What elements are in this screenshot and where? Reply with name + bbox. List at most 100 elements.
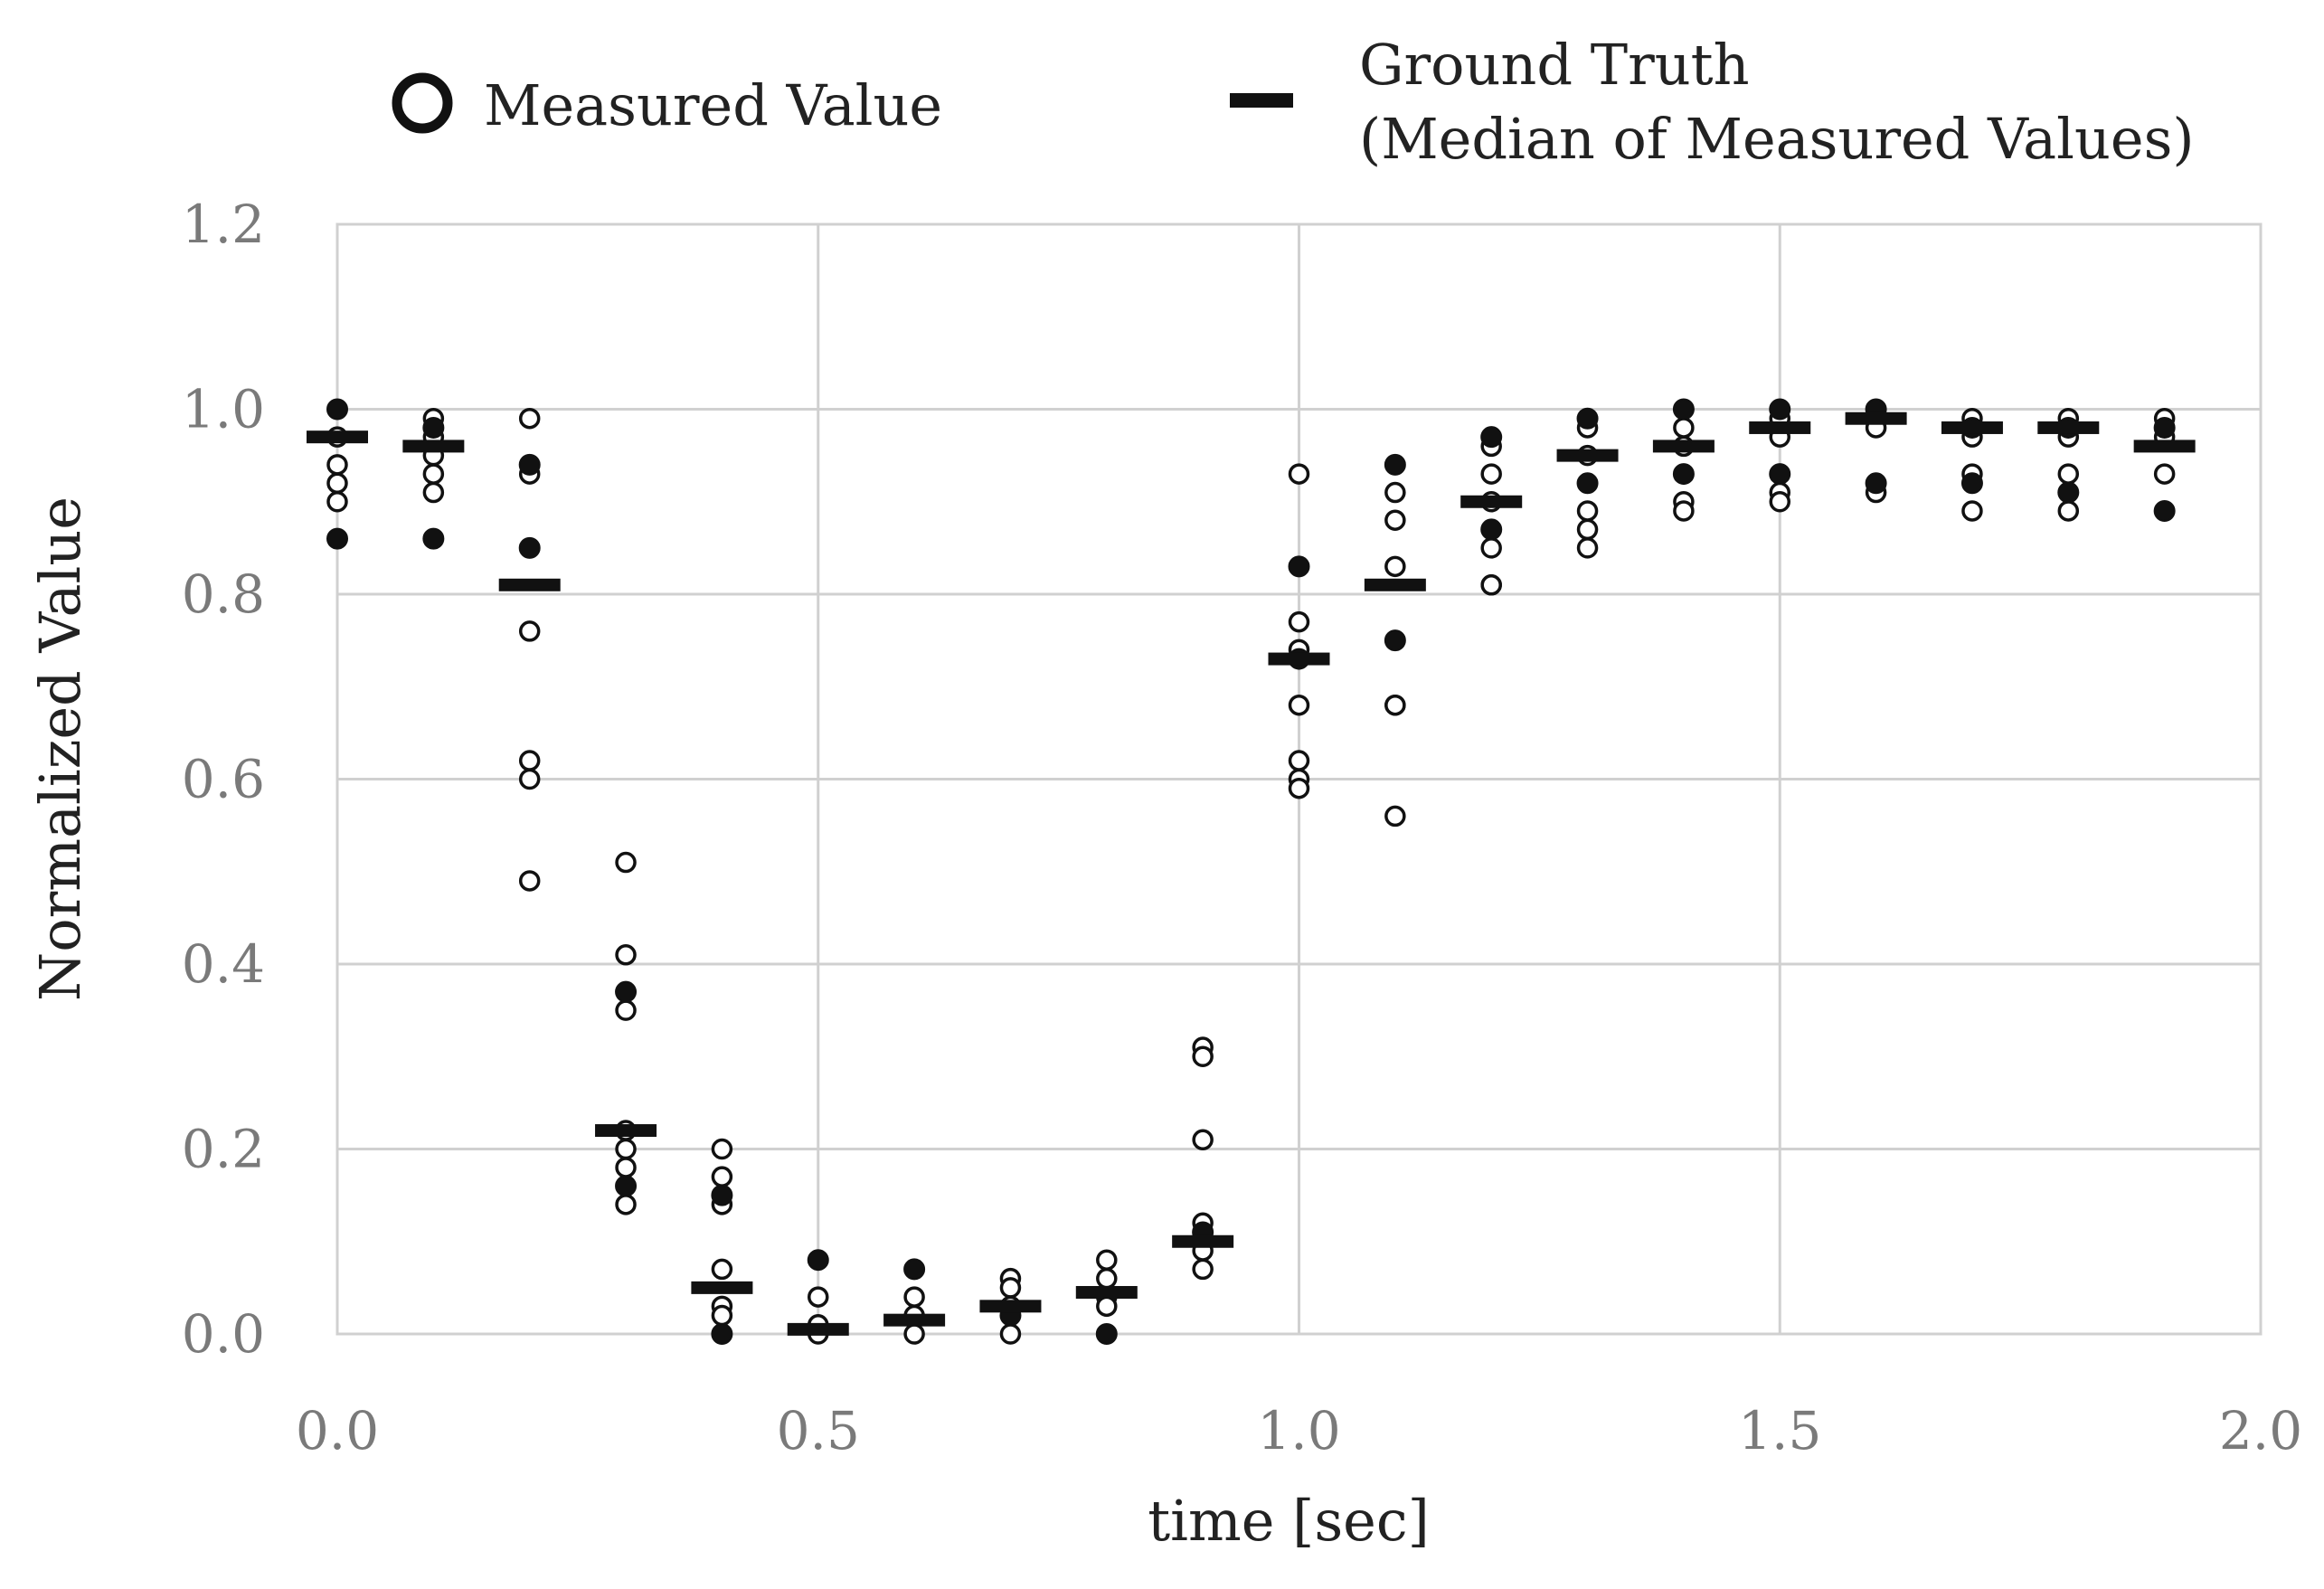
legend-dash-marker (1230, 93, 1293, 108)
y-tick-label: 0.0 (182, 1303, 265, 1365)
ground-truth-mark (595, 1124, 657, 1138)
measured-point-filled (1095, 1323, 1118, 1345)
measured-point (1384, 694, 1406, 716)
ground-truth-mark (1364, 578, 1426, 591)
ground-truth-mark (1556, 449, 1619, 462)
legend: Measured Value Ground Truth (Median of M… (392, 32, 2195, 172)
measured-point (518, 768, 541, 790)
measured-point (903, 1323, 925, 1345)
measured-point (615, 1194, 637, 1215)
measured-point (2057, 463, 2080, 485)
measured-point-filled (1480, 426, 1503, 449)
measured-point (2057, 500, 2080, 522)
measured-point (1288, 694, 1310, 716)
ground-truth-mark (883, 1313, 946, 1327)
measured-point (615, 1138, 637, 1160)
measured-point-filled (903, 1258, 926, 1281)
legend-measured-label: Measured Value (484, 72, 942, 138)
ground-truth-mark (1075, 1285, 1138, 1299)
ground-truth-mark (2133, 440, 2196, 453)
measured-point-filled (711, 1184, 733, 1206)
measured-point-filled (2153, 499, 2176, 522)
measured-point (518, 620, 541, 642)
data-marks (307, 398, 2196, 1345)
measured-point-filled (326, 527, 348, 550)
measured-point (326, 491, 348, 513)
measured-point (903, 1286, 925, 1308)
measured-point (1673, 417, 1695, 439)
measured-point (1384, 481, 1406, 504)
measured-point-filled (1480, 518, 1503, 541)
measured-point (1576, 518, 1599, 541)
measured-point (1480, 463, 1502, 485)
y-tick-label: 0.6 (182, 749, 265, 810)
measured-point (2153, 463, 2176, 485)
measured-point-filled (1672, 463, 1695, 486)
measured-point (1576, 537, 1599, 559)
measured-point (1192, 1045, 1214, 1067)
measured-point (615, 944, 637, 966)
y-tick-label: 1.0 (182, 379, 265, 440)
ground-truth-mark (691, 1281, 753, 1294)
measured-point (1480, 574, 1502, 596)
ground-truth-mark (1652, 440, 1715, 453)
measured-point-filled (2153, 416, 2176, 439)
measured-point-filled (1384, 629, 1406, 652)
y-tick-labels: 0.0 0.2 0.4 0.6 0.8 1.0 1.2 (182, 194, 265, 1365)
measured-point-filled (711, 1323, 733, 1345)
measured-point-filled (807, 1249, 829, 1272)
measured-point-filled (1288, 555, 1310, 578)
measured-point (1384, 555, 1406, 578)
measured-point (1384, 805, 1406, 828)
measured-point-filled (422, 527, 445, 550)
measured-point-filled (1576, 407, 1599, 430)
measured-point (1096, 1295, 1118, 1318)
measured-point (711, 1138, 733, 1160)
ground-truth-mark (307, 430, 368, 444)
ground-truth-mark (1172, 1234, 1234, 1248)
ground-truth-mark (1749, 421, 1811, 434)
measured-point (999, 1323, 1022, 1345)
measured-point (1673, 500, 1695, 522)
ground-truth-mark (1268, 652, 1330, 666)
measured-point (518, 407, 541, 430)
measured-point (1480, 537, 1502, 559)
legend-open-circle-marker (392, 72, 453, 134)
y-tick-label: 0.4 (182, 933, 265, 995)
measured-point (1288, 610, 1310, 633)
x-tick-label: 1.0 (1257, 1400, 1340, 1461)
measured-point-filled (1769, 463, 1791, 486)
y-tick-label: 0.8 (182, 563, 265, 625)
measured-point (615, 851, 637, 874)
measured-point-filled (1672, 398, 1695, 421)
measured-point-filled (422, 416, 445, 439)
measured-point-filled (615, 980, 638, 1003)
measured-point (326, 472, 348, 495)
measured-point (1576, 500, 1599, 522)
measured-point (615, 999, 637, 1021)
y-tick-label: 1.2 (182, 194, 265, 255)
measured-point (711, 1258, 733, 1281)
measured-point-filled (1576, 472, 1599, 495)
measured-point-filled (615, 1175, 638, 1197)
x-tick-label: 0.0 (296, 1400, 379, 1461)
measured-point-filled (1865, 472, 1887, 495)
measured-point (711, 1304, 733, 1327)
measured-point (1288, 777, 1310, 799)
ground-truth-mark (1460, 495, 1523, 508)
measured-point (1288, 750, 1310, 771)
measured-point (808, 1286, 829, 1308)
legend-ground-truth-sublabel: (Median of Measured Values) (1359, 106, 2195, 172)
ground-truth-mark (2037, 421, 2100, 434)
measured-point (1961, 500, 1983, 522)
measured-point (1384, 509, 1406, 531)
measured-point (711, 1166, 733, 1187)
measured-point-filled (2057, 481, 2080, 504)
measured-point (1769, 491, 1790, 513)
ground-truth-mark (402, 440, 465, 453)
x-axis-title: time [sec] (1148, 1488, 1430, 1554)
measured-point-filled (1960, 472, 1983, 495)
measured-point (422, 463, 445, 485)
measured-point (615, 1157, 637, 1178)
